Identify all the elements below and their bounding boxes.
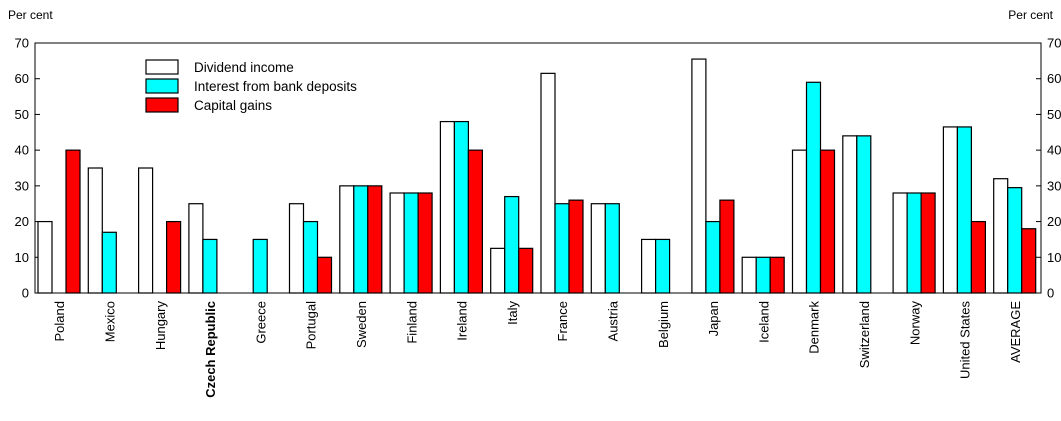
bar-interest-from-bank-deposits-austria <box>604 203 620 294</box>
bar-dividend-income-norway <box>892 192 908 294</box>
category-label-finland: Finland <box>404 301 419 344</box>
bar-interest-from-bank-deposits-belgium <box>654 238 671 294</box>
left-tick-label-20: 20 <box>15 214 29 229</box>
bar-capital-gains-france <box>568 199 584 294</box>
right-tick-label-30: 30 <box>1047 178 1061 193</box>
left-axis-unit: Per cent <box>8 8 53 22</box>
right-tick-label-0: 0 <box>1047 286 1054 301</box>
category-label-austria: Austria <box>605 300 620 341</box>
legend-swatch-dividend-income <box>145 59 179 75</box>
bar-dividend-income-austria <box>590 203 606 294</box>
category-label-sweden: Sweden <box>354 301 369 348</box>
left-tick-label-60: 60 <box>15 71 29 86</box>
bar-dividend-income-ireland <box>439 120 455 294</box>
category-label-norway: Norway <box>907 301 922 346</box>
left-tick-label-70: 70 <box>15 36 29 51</box>
bar-capital-gains-norway <box>920 192 936 294</box>
right-axis-unit: Per cent <box>1008 8 1053 22</box>
bar-dividend-income-japan <box>691 58 707 294</box>
left-tick-label-40: 40 <box>15 143 29 158</box>
category-label-iceland: Iceland <box>756 301 771 343</box>
bar-dividend-income-sweden <box>339 185 355 294</box>
bar-dividend-income-finland <box>389 192 405 294</box>
bar-dividend-income-united-states <box>942 126 959 294</box>
bar-dividend-income-denmark <box>791 149 808 294</box>
legend-label-dividend-income: Dividend income <box>194 60 294 75</box>
left-tick-label-30: 30 <box>15 178 29 193</box>
bar-dividend-income-poland <box>37 220 53 294</box>
bar-interest-from-bank-deposits-france <box>554 203 570 294</box>
category-label-ireland: Ireland <box>455 301 470 341</box>
right-tick-label-10: 10 <box>1047 250 1061 265</box>
bar-interest-from-bank-deposits-greece <box>252 238 268 294</box>
category-label-portugal: Portugal <box>304 301 319 350</box>
bar-capital-gains-italy <box>518 247 534 294</box>
bar-interest-from-bank-deposits-average <box>1007 187 1023 294</box>
right-tick-label-70: 70 <box>1047 36 1061 51</box>
category-label-belgium: Belgium <box>656 301 671 348</box>
bar-dividend-income-mexico <box>87 167 103 294</box>
bar-capital-gains-iceland <box>769 256 785 294</box>
bar-interest-from-bank-deposits-switzerland <box>856 135 872 294</box>
bar-interest-from-bank-deposits-mexico <box>101 231 117 294</box>
category-label-denmark: Denmark <box>807 301 822 354</box>
category-label-united-states: United States <box>958 301 973 380</box>
bar-dividend-income-switzerland <box>842 135 858 294</box>
right-tick-label-50: 50 <box>1047 107 1061 122</box>
bar-capital-gains-ireland <box>467 149 483 294</box>
right-tick-label-20: 20 <box>1047 214 1061 229</box>
right-tick-label-40: 40 <box>1047 143 1061 158</box>
bar-dividend-income-hungary <box>138 167 154 294</box>
bar-capital-gains-hungary <box>166 220 182 294</box>
category-label-italy: Italy <box>505 301 520 325</box>
bar-interest-from-bank-deposits-portugal <box>302 220 319 294</box>
legend-label-interest-from-bank-deposits: Interest from bank deposits <box>194 79 357 94</box>
category-label-switzerland: Switzerland <box>857 301 872 368</box>
bar-dividend-income-france <box>540 72 556 294</box>
bar-interest-from-bank-deposits-ireland <box>453 120 469 294</box>
category-label-greece: Greece <box>253 301 268 344</box>
bar-interest-from-bank-deposits-italy <box>504 195 520 294</box>
category-label-france: France <box>555 301 570 341</box>
bar-dividend-income-iceland <box>741 256 757 294</box>
legend-swatch-interest-from-bank-deposits <box>145 78 179 94</box>
bar-interest-from-bank-deposits-czech-republic <box>202 238 218 294</box>
bar-capital-gains-average <box>1021 228 1037 294</box>
category-label-japan: Japan <box>706 301 721 336</box>
bar-interest-from-bank-deposits-iceland <box>755 256 771 294</box>
bar-interest-from-bank-deposits-sweden <box>353 185 369 294</box>
category-label-hungary: Hungary <box>153 301 168 351</box>
bar-dividend-income-portugal <box>288 203 305 294</box>
bar-dividend-income-italy <box>490 247 506 294</box>
bar-dividend-income-average <box>993 178 1009 294</box>
category-label-czech-republic: Czech Republic <box>203 301 218 398</box>
category-label-mexico: Mexico <box>102 301 117 342</box>
left-tick-label-0: 0 <box>22 286 29 301</box>
left-tick-label-10: 10 <box>15 250 29 265</box>
bar-interest-from-bank-deposits-united-states <box>956 126 973 294</box>
right-tick-label-60: 60 <box>1047 71 1061 86</box>
category-label-average: AVERAGE <box>1008 301 1023 363</box>
bar-dividend-income-czech-republic <box>188 203 204 294</box>
bar-capital-gains-sweden <box>367 185 383 294</box>
left-tick-label-50: 50 <box>15 107 29 122</box>
bar-dividend-income-belgium <box>640 238 657 294</box>
bar-capital-gains-denmark <box>819 149 836 294</box>
bar-interest-from-bank-deposits-japan <box>705 220 721 294</box>
legend-swatch-capital-gains <box>145 97 179 113</box>
bar-capital-gains-united-states <box>970 220 987 294</box>
bar-interest-from-bank-deposits-finland <box>403 192 419 294</box>
category-label-poland: Poland <box>52 301 67 341</box>
bar-capital-gains-portugal <box>316 256 333 294</box>
legend-label-capital-gains: Capital gains <box>194 98 272 113</box>
bar-capital-gains-poland <box>65 149 81 294</box>
plot-frame <box>34 42 1042 294</box>
bar-capital-gains-japan <box>719 199 735 294</box>
bar-capital-gains-finland <box>417 192 433 294</box>
bar-interest-from-bank-deposits-denmark <box>805 81 822 294</box>
bar-interest-from-bank-deposits-norway <box>906 192 922 294</box>
